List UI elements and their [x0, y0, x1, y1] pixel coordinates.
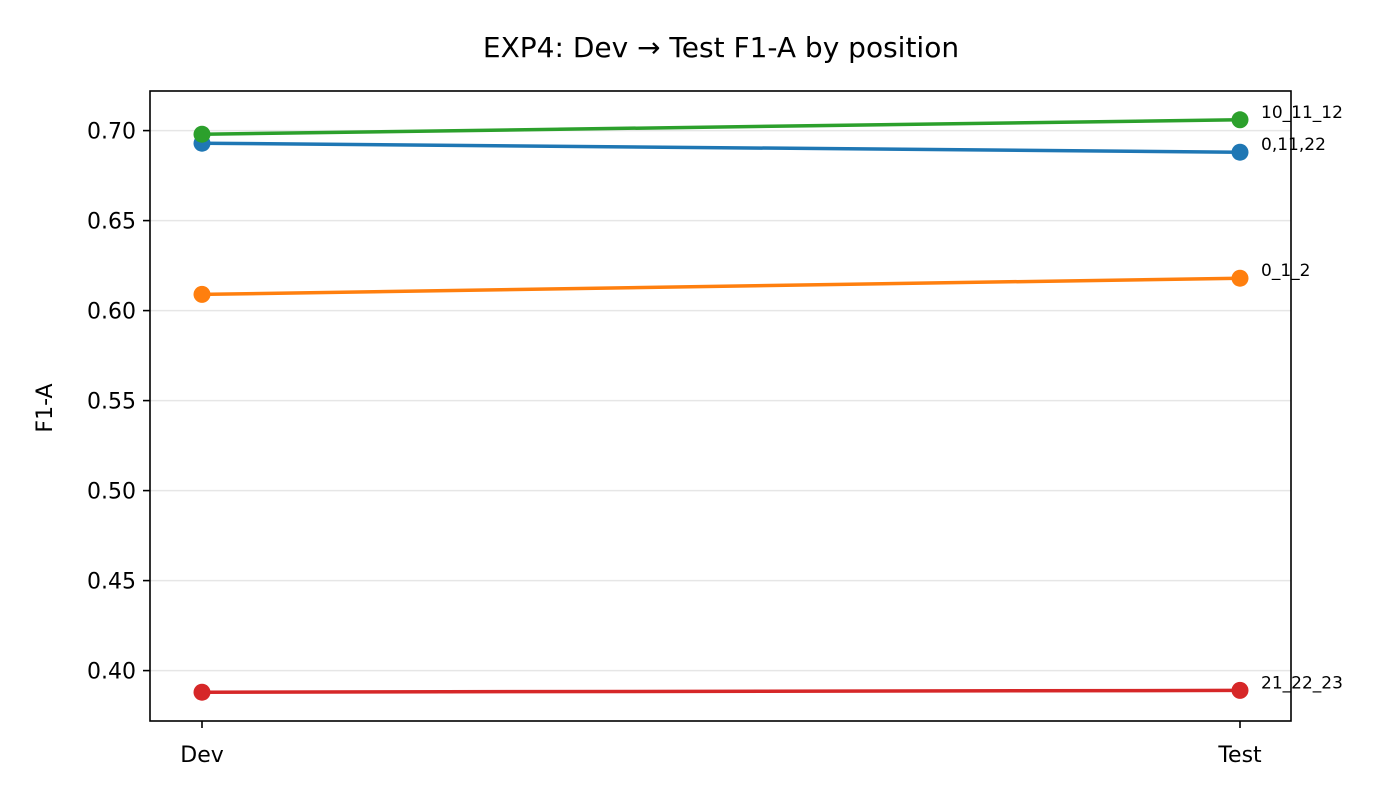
x-axis: Dev Test	[180, 721, 1262, 768]
data-point	[1231, 111, 1249, 129]
y-tick-label: 0.50	[87, 480, 136, 505]
y-tick-label: 0.40	[87, 660, 136, 685]
series-end-label: 0,11,22	[1261, 135, 1326, 155]
series-line	[201, 276, 1241, 297]
data-point	[193, 683, 211, 701]
series-end-label: 0_1_2	[1261, 261, 1310, 281]
grid-lines	[150, 129, 1291, 672]
y-tick-label: 0.55	[87, 390, 136, 415]
plot-frame	[149, 90, 1292, 722]
series-lines	[201, 118, 1241, 694]
y-tick-label: 0.65	[87, 210, 136, 235]
data-point	[1231, 143, 1249, 161]
data-point	[1231, 269, 1249, 287]
x-tick-label: Test	[1217, 743, 1262, 768]
data-point	[193, 125, 211, 143]
y-tick-label: 0.45	[87, 570, 136, 595]
data-point	[193, 285, 211, 303]
series-line	[201, 688, 1241, 694]
x-tick-label: Dev	[180, 743, 224, 768]
y-axis-label: F1-A	[33, 383, 58, 432]
series-line	[201, 141, 1241, 154]
y-axis: 0.40 0.45 0.50 0.55 0.60 0.65 0.70	[87, 120, 150, 685]
y-tick-label: 0.70	[87, 120, 136, 145]
series-end-label: 21_22_23	[1261, 673, 1343, 693]
series-end-label: 10_11_12	[1261, 103, 1343, 123]
chart-title: EXP4: Dev → Test F1-A by position	[483, 31, 959, 64]
y-tick-label: 0.60	[87, 300, 136, 325]
series-end-labels: 0,11,22 0_1_2 10_11_12 21_22_23	[1261, 103, 1343, 694]
series-line	[201, 118, 1241, 136]
data-point	[1231, 681, 1249, 699]
data-points	[193, 111, 1249, 701]
